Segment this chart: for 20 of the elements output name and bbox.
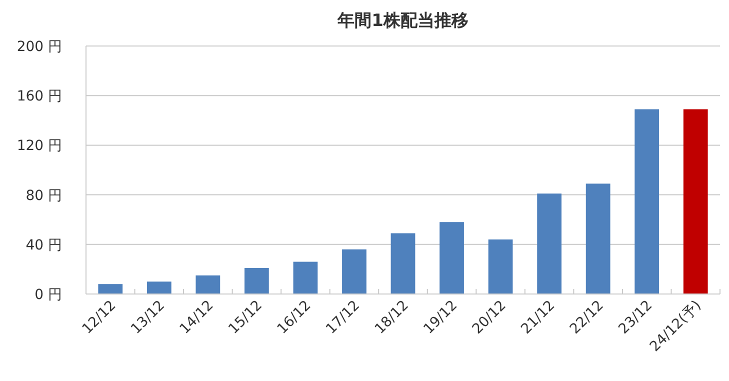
y-tick-label: 120 円: [16, 138, 62, 154]
bar: [488, 239, 513, 294]
bar: [244, 268, 269, 294]
chart-title: 年間1株配当推移: [336, 11, 468, 31]
y-tick-label: 200 円: [16, 39, 62, 55]
y-tick-label: 80 円: [26, 188, 62, 204]
bar: [586, 184, 610, 294]
bar: [342, 249, 366, 294]
bar: [683, 109, 708, 294]
bar: [537, 194, 562, 294]
bar: [98, 284, 123, 294]
bar: [634, 109, 660, 294]
bar: [293, 262, 318, 294]
y-tick-label: 160 円: [16, 88, 62, 105]
bar: [196, 275, 220, 294]
bar: [390, 233, 416, 294]
y-tick-label: 40 円: [26, 237, 62, 254]
y-tick-label: 0 円: [34, 287, 62, 303]
bar: [146, 282, 172, 294]
bar: [440, 222, 464, 294]
